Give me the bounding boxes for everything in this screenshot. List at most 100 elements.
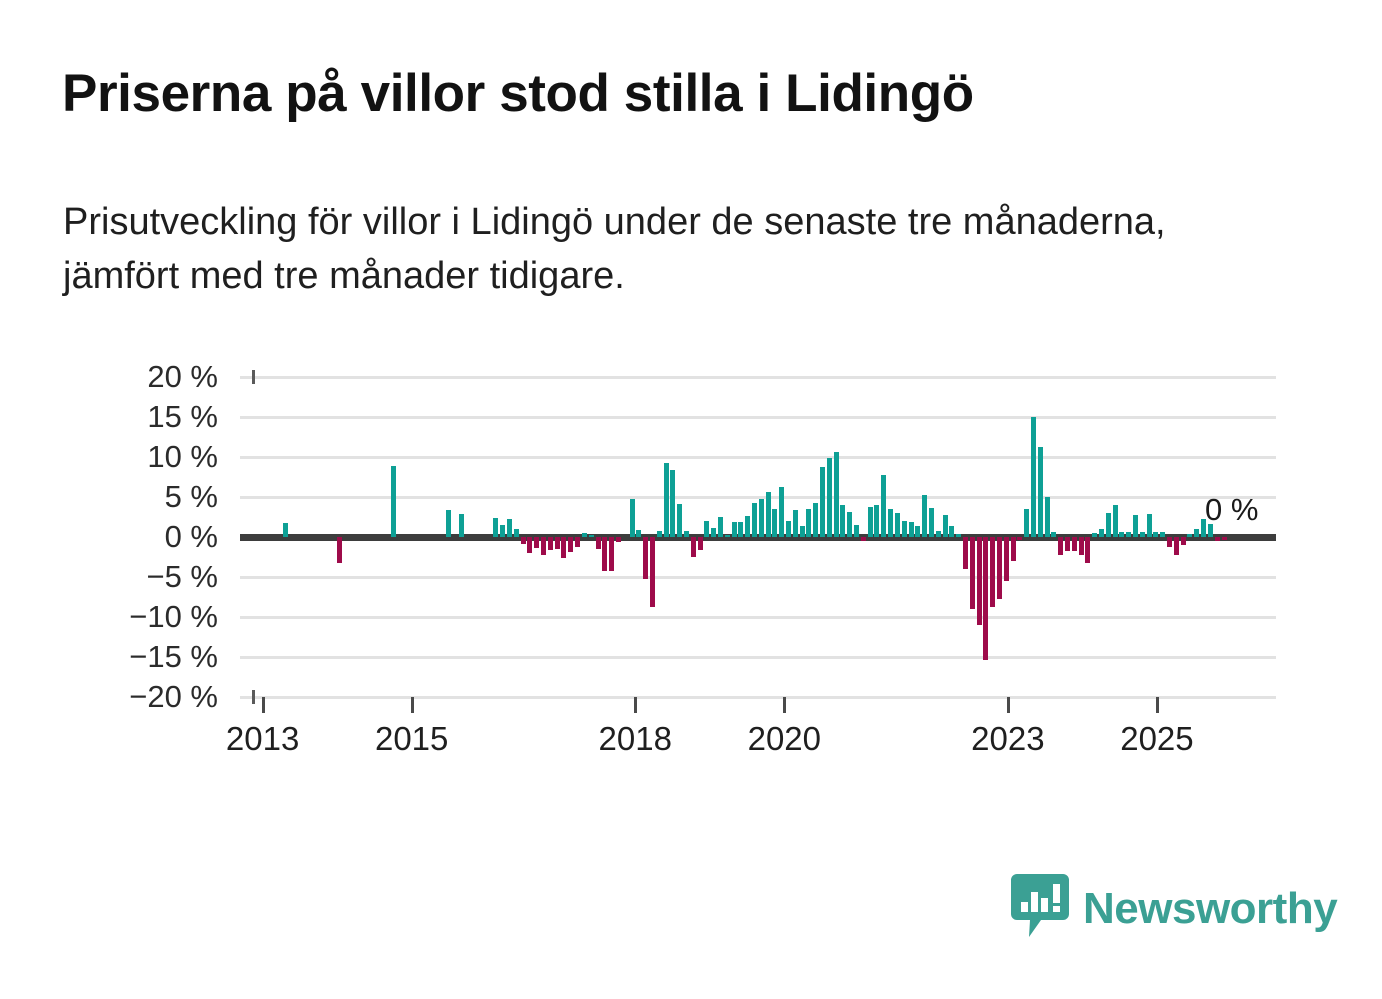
chart-bar [691,537,696,557]
chart-bar [895,513,900,537]
chart-bar [657,531,662,537]
chart-bar [1085,537,1090,564]
chart-bar [555,537,560,549]
chart-bar [1113,505,1118,537]
chart-bar [738,521,743,537]
chart-bar [786,521,791,537]
chart-subtitle: Prisutveckling för villor i Lidingö unde… [63,201,1166,297]
chart-bar [636,529,641,537]
y-axis-tick-label: −10 % [129,599,218,634]
y-axis-tick-label: −20 % [129,679,218,714]
chart-bar [1126,532,1131,537]
page-title: Priserna på villor stod stilla i Lidingö [62,64,974,123]
gridline [240,496,1276,499]
gridline [240,456,1276,459]
gridline [240,656,1276,659]
chart-bar [963,537,968,569]
x-axis-tick-mark [410,697,414,713]
newsworthy-logo-text: Newsworthy [1083,883,1338,933]
chart-bar [698,537,703,550]
chart-bar [854,525,859,537]
x-axis-tick-label: 2018 [598,720,672,757]
chart-bar [800,525,805,537]
x-axis-tick-mark [261,697,265,713]
chart-bar [874,505,879,537]
chart-bar [670,469,675,537]
chart-bar [1153,532,1158,537]
chart-bar [704,521,709,537]
chart-bar [888,509,893,537]
chart-bar [718,517,723,537]
chart-bar [936,531,941,537]
chart-bar [977,537,982,625]
chart-bar [990,537,995,608]
chart-bar [1222,537,1227,541]
chart-bar [589,535,594,538]
chart-bar [847,512,852,537]
chart-bar [283,522,288,537]
chart-bar [983,537,988,661]
chart-bar [956,533,961,537]
y-axis-tick-label: 20 % [147,359,218,394]
y-axis-tick-label: 15 % [147,399,218,434]
chart-bar [909,521,914,537]
chart-bar [534,537,539,549]
chart-bar [1187,533,1192,537]
chart-bar [1099,529,1104,537]
chart-bar [596,537,601,549]
x-axis-tick-label: 2015 [374,720,449,757]
x-axis-tick-mark [783,697,787,713]
chart-bar [766,492,771,537]
x-axis-tick-mark [1006,697,1010,713]
gridline [240,416,1276,419]
y-axis-tick-mark [252,370,255,384]
y-axis-tick-label: −15 % [129,639,218,674]
chart-bar [1174,537,1179,555]
chart-bar [779,487,784,537]
chart-bar [1133,514,1138,537]
chart-bar [527,537,532,553]
x-axis-tick-mark [1155,697,1159,713]
chart-bar [1201,519,1206,537]
chart-bar [1147,513,1152,537]
chart-bar [915,525,920,537]
chart-bar [677,504,682,537]
chart-bar [1215,537,1220,541]
chart-bar [1017,537,1022,541]
y-axis-tick-label: 5 % [164,479,218,514]
chart-bar [827,457,832,537]
chart-bar [840,505,845,537]
chart-bar [459,513,464,537]
chart-bar [1140,532,1145,537]
chart-bar [806,509,811,537]
chart-bar [582,533,587,537]
x-axis-tick-label: 2023 [971,720,1045,757]
chart-bar [759,498,764,537]
gridline [240,376,1276,379]
newsworthy-bubble-chart-icon [1011,874,1069,943]
chart-bar [521,537,526,545]
chart-bar [745,516,750,537]
chart-bar [1038,446,1043,537]
chart-bar [616,537,621,542]
chart-bar [1119,532,1124,537]
chart-bar [650,537,655,608]
last-value-annotation: 0 % [1205,492,1259,527]
chart-bar [1024,509,1029,537]
chart-bar [561,537,566,558]
x-axis-tick-label: 2020 [747,720,822,757]
chart-bar [732,521,737,537]
gridline [240,696,1276,699]
chart-bar [711,528,716,537]
chart-bar [575,537,580,548]
chart-bar [793,509,798,537]
chart-bar [820,467,825,537]
zero-axis-line [240,534,1276,541]
chart-bar [664,462,669,537]
chart-bar [922,494,927,537]
chart-bar [1167,537,1172,547]
chart-bar [1092,533,1097,537]
chart-bar [868,507,873,537]
